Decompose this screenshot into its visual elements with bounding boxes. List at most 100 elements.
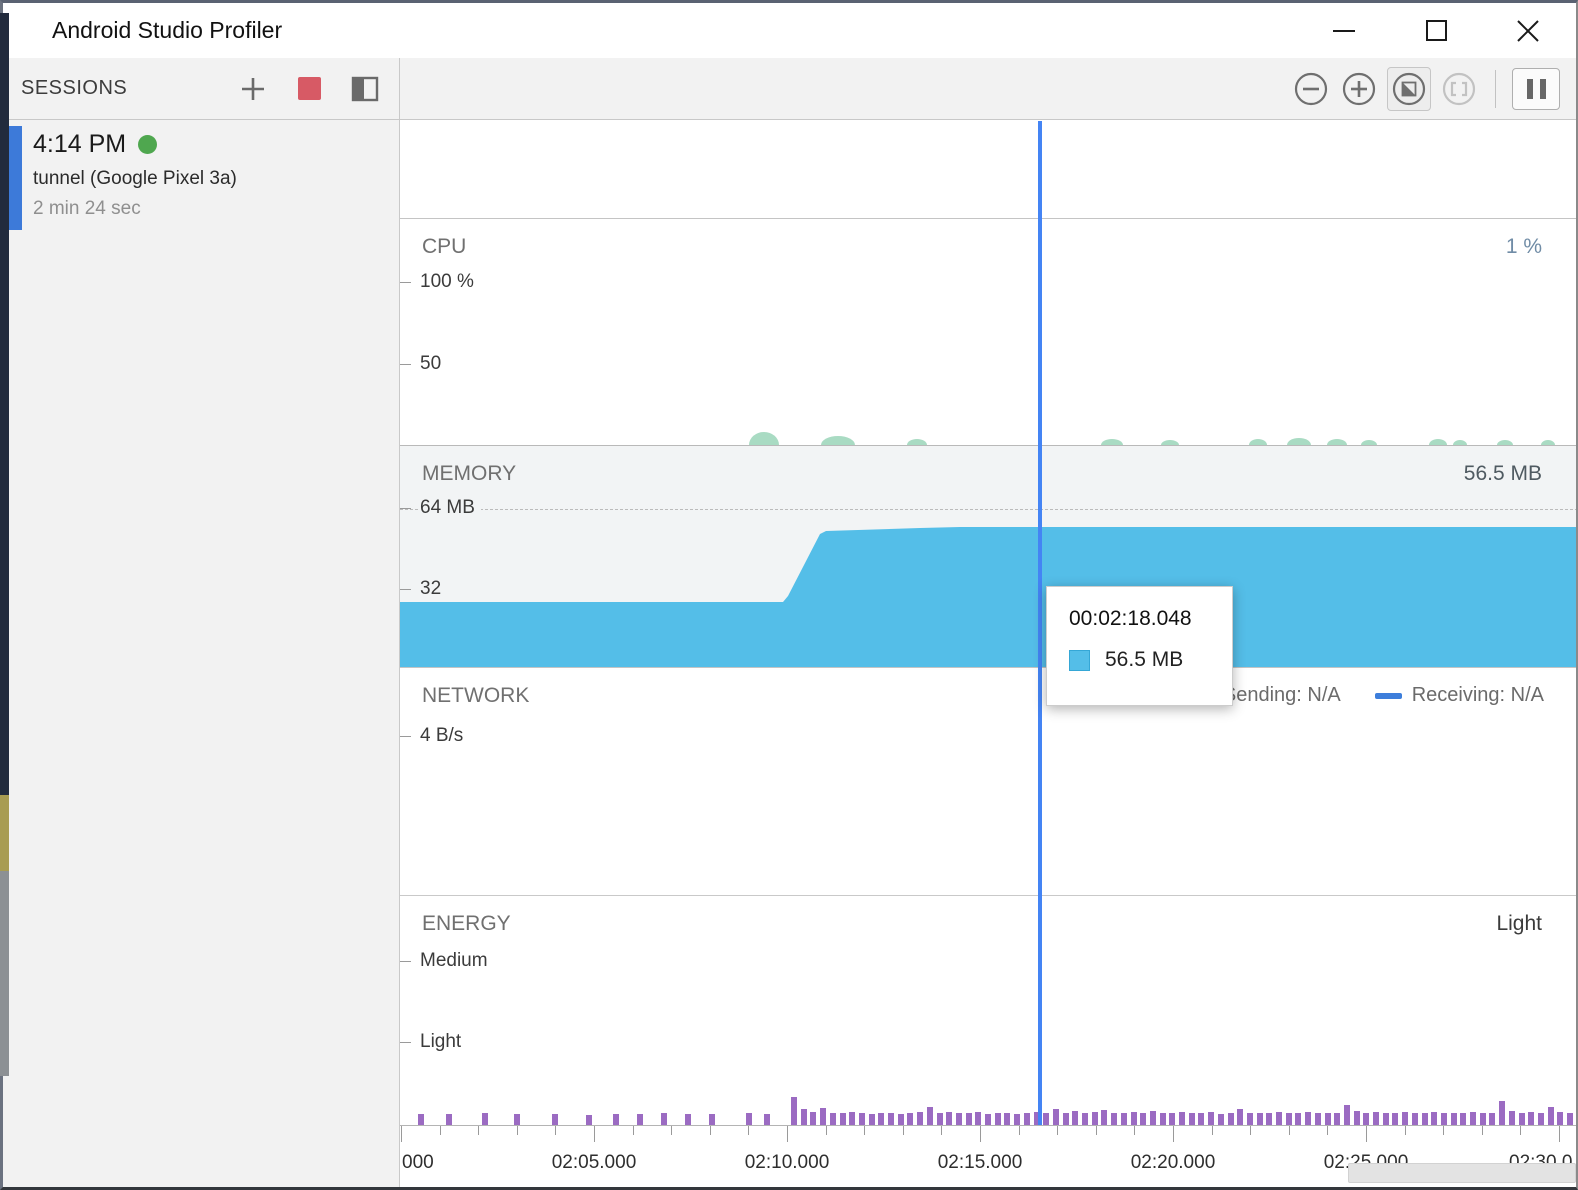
x-axis-tick bbox=[1212, 1126, 1213, 1135]
energy-data-point bbox=[1140, 1113, 1146, 1125]
energy-data-point bbox=[898, 1114, 904, 1125]
event-timeline[interactable] bbox=[400, 120, 1576, 219]
cpu-chart[interactable]: CPU 1 % 100 % 50 bbox=[400, 219, 1576, 446]
background-window-sliver bbox=[0, 795, 9, 871]
energy-data-point bbox=[1441, 1113, 1447, 1125]
energy-data-point bbox=[552, 1114, 558, 1125]
zoom-out-button[interactable] bbox=[1291, 69, 1331, 109]
panel-left-icon bbox=[351, 76, 379, 101]
y-axis-tick: 50 bbox=[400, 353, 441, 375]
cpu-data-point bbox=[749, 432, 779, 445]
energy-data-point bbox=[1053, 1109, 1059, 1125]
energy-data-point bbox=[746, 1113, 752, 1125]
energy-data-point bbox=[869, 1114, 875, 1125]
attach-to-live-button[interactable] bbox=[1439, 69, 1479, 109]
energy-data-point bbox=[1218, 1114, 1224, 1125]
energy-data-point bbox=[1247, 1113, 1253, 1125]
x-axis-label: 02:10.000 bbox=[744, 1152, 830, 1173]
energy-current-value: Light bbox=[1496, 912, 1542, 935]
reset-zoom-button[interactable] bbox=[1387, 66, 1431, 111]
horizontal-scrollbar-thumb[interactable] bbox=[1348, 1163, 1576, 1183]
energy-data-point bbox=[709, 1114, 715, 1125]
y-axis-tick: 4 B/s bbox=[400, 725, 463, 747]
session-list-item[interactable]: 4:14 PM tunnel (Google Pixel 3a) 2 min 2… bbox=[3, 120, 399, 238]
x-axis-tick bbox=[1559, 1126, 1560, 1142]
profiler-toolbar: SESSIONS bbox=[3, 58, 1576, 120]
energy-data-point bbox=[1121, 1113, 1127, 1125]
energy-data-point bbox=[1198, 1113, 1204, 1125]
energy-data-point bbox=[1548, 1107, 1554, 1125]
memory-threshold-line bbox=[400, 509, 1576, 510]
energy-data-point bbox=[1412, 1113, 1418, 1125]
collapse-panel-button[interactable] bbox=[345, 69, 385, 109]
x-axis-tick bbox=[440, 1126, 441, 1135]
energy-data-point bbox=[966, 1113, 972, 1125]
x-axis-tick bbox=[1520, 1126, 1521, 1135]
y-axis-tick: 64 MB bbox=[400, 497, 481, 519]
stop-icon bbox=[297, 77, 321, 100]
cpu-label: CPU bbox=[422, 235, 467, 258]
x-axis-tick bbox=[1366, 1126, 1367, 1142]
energy-chart[interactable]: ENERGY Light Medium Light bbox=[400, 896, 1576, 1125]
energy-data-point bbox=[1169, 1113, 1175, 1125]
cpu-data-point bbox=[1161, 440, 1179, 445]
network-chart[interactable]: NETWORK Sending: N/A Receiving: N/A 4 B/… bbox=[400, 667, 1576, 896]
x-axis-tick bbox=[1250, 1126, 1251, 1135]
minimize-icon bbox=[1333, 29, 1355, 32]
window-title: Android Studio Profiler bbox=[52, 17, 283, 43]
x-axis-tick bbox=[1096, 1126, 1097, 1135]
memory-chart[interactable]: MEMORY 56.5 MB 64 MB 32 bbox=[400, 446, 1576, 667]
x-axis-tick bbox=[710, 1126, 711, 1135]
energy-data-point bbox=[1392, 1113, 1398, 1125]
new-session-button[interactable] bbox=[233, 69, 273, 109]
energy-data-point bbox=[1043, 1113, 1049, 1125]
energy-data-point bbox=[1451, 1113, 1457, 1125]
energy-data-point bbox=[975, 1112, 981, 1125]
x-axis-tick bbox=[517, 1126, 518, 1135]
stop-session-button[interactable] bbox=[289, 69, 329, 109]
energy-data-point bbox=[840, 1113, 846, 1125]
energy-data-point bbox=[810, 1112, 816, 1125]
energy-data-point bbox=[1431, 1112, 1437, 1125]
energy-data-point bbox=[1470, 1112, 1476, 1125]
sessions-header-bar: SESSIONS bbox=[3, 58, 400, 119]
pause-icon bbox=[1526, 78, 1533, 99]
pause-button[interactable] bbox=[1512, 67, 1560, 110]
cpu-current-value: 1 % bbox=[1505, 235, 1542, 258]
energy-data-point bbox=[1063, 1113, 1069, 1125]
minimize-button[interactable] bbox=[1324, 11, 1364, 51]
cpu-data-point bbox=[821, 436, 855, 445]
energy-data-point bbox=[1266, 1113, 1272, 1125]
energy-data-point bbox=[1402, 1112, 1408, 1125]
energy-data-point bbox=[1072, 1111, 1078, 1125]
energy-data-point bbox=[1509, 1111, 1515, 1125]
energy-data-point bbox=[1557, 1112, 1563, 1125]
energy-data-point bbox=[1131, 1112, 1137, 1125]
network-legend: Sending: N/A Receiving: N/A bbox=[1185, 684, 1544, 707]
receiving-legend: Receiving: N/A bbox=[1411, 684, 1544, 706]
memory-current-value: 56.5 MB bbox=[1463, 462, 1542, 485]
x-axis-tick bbox=[748, 1126, 749, 1135]
maximize-icon bbox=[1425, 20, 1447, 41]
energy-data-point bbox=[1276, 1112, 1282, 1125]
memory-label: MEMORY bbox=[422, 462, 517, 485]
energy-data-point bbox=[685, 1114, 691, 1125]
energy-data-point bbox=[1354, 1111, 1360, 1125]
energy-data-point bbox=[1179, 1112, 1185, 1125]
session-selected-indicator bbox=[9, 126, 22, 230]
tooltip-memory-value: 56.5 MB bbox=[1105, 648, 1184, 671]
zoom-in-button[interactable] bbox=[1339, 69, 1379, 109]
close-icon bbox=[1517, 19, 1539, 42]
energy-data-point bbox=[888, 1113, 894, 1125]
energy-data-point bbox=[1460, 1113, 1466, 1125]
energy-data-point bbox=[907, 1113, 913, 1125]
profiler-charts: CPU 1 % 100 % 50 MEMORY 56.5 MB 64 MB 32 N… bbox=[400, 120, 1576, 1187]
energy-data-point bbox=[661, 1113, 667, 1125]
energy-data-point bbox=[1082, 1113, 1088, 1125]
energy-data-point bbox=[917, 1112, 923, 1125]
close-button[interactable] bbox=[1508, 11, 1548, 51]
maximize-button[interactable] bbox=[1416, 11, 1456, 51]
energy-data-point bbox=[801, 1109, 807, 1125]
energy-data-point bbox=[1286, 1113, 1292, 1125]
energy-data-point bbox=[1538, 1113, 1544, 1125]
